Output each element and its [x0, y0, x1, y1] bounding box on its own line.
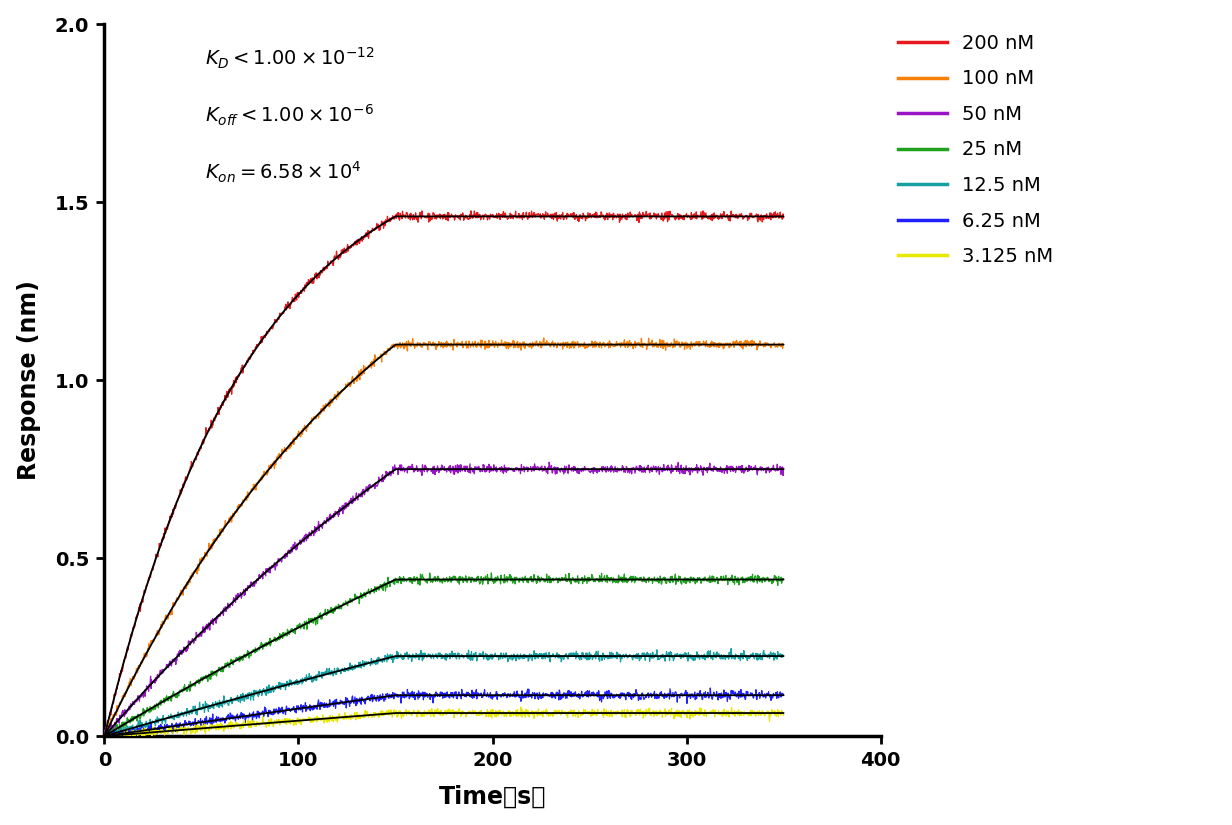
Text: $K_{on}=6.58\times10^4$: $K_{on}=6.58\times10^4$ — [206, 159, 362, 185]
Text: $K_D<1.00\times10^{-12}$: $K_D<1.00\times10^{-12}$ — [206, 45, 375, 71]
Text: $K_{off}<1.00\times10^{-6}$: $K_{off}<1.00\times10^{-6}$ — [206, 102, 375, 128]
Y-axis label: Response (nm): Response (nm) — [17, 280, 41, 480]
X-axis label: Time（s）: Time（s） — [439, 785, 546, 808]
Legend: 200 nM, 100 nM, 50 nM, 25 nM, 12.5 nM, 6.25 nM, 3.125 nM: 200 nM, 100 nM, 50 nM, 25 nM, 12.5 nM, 6… — [898, 34, 1053, 266]
